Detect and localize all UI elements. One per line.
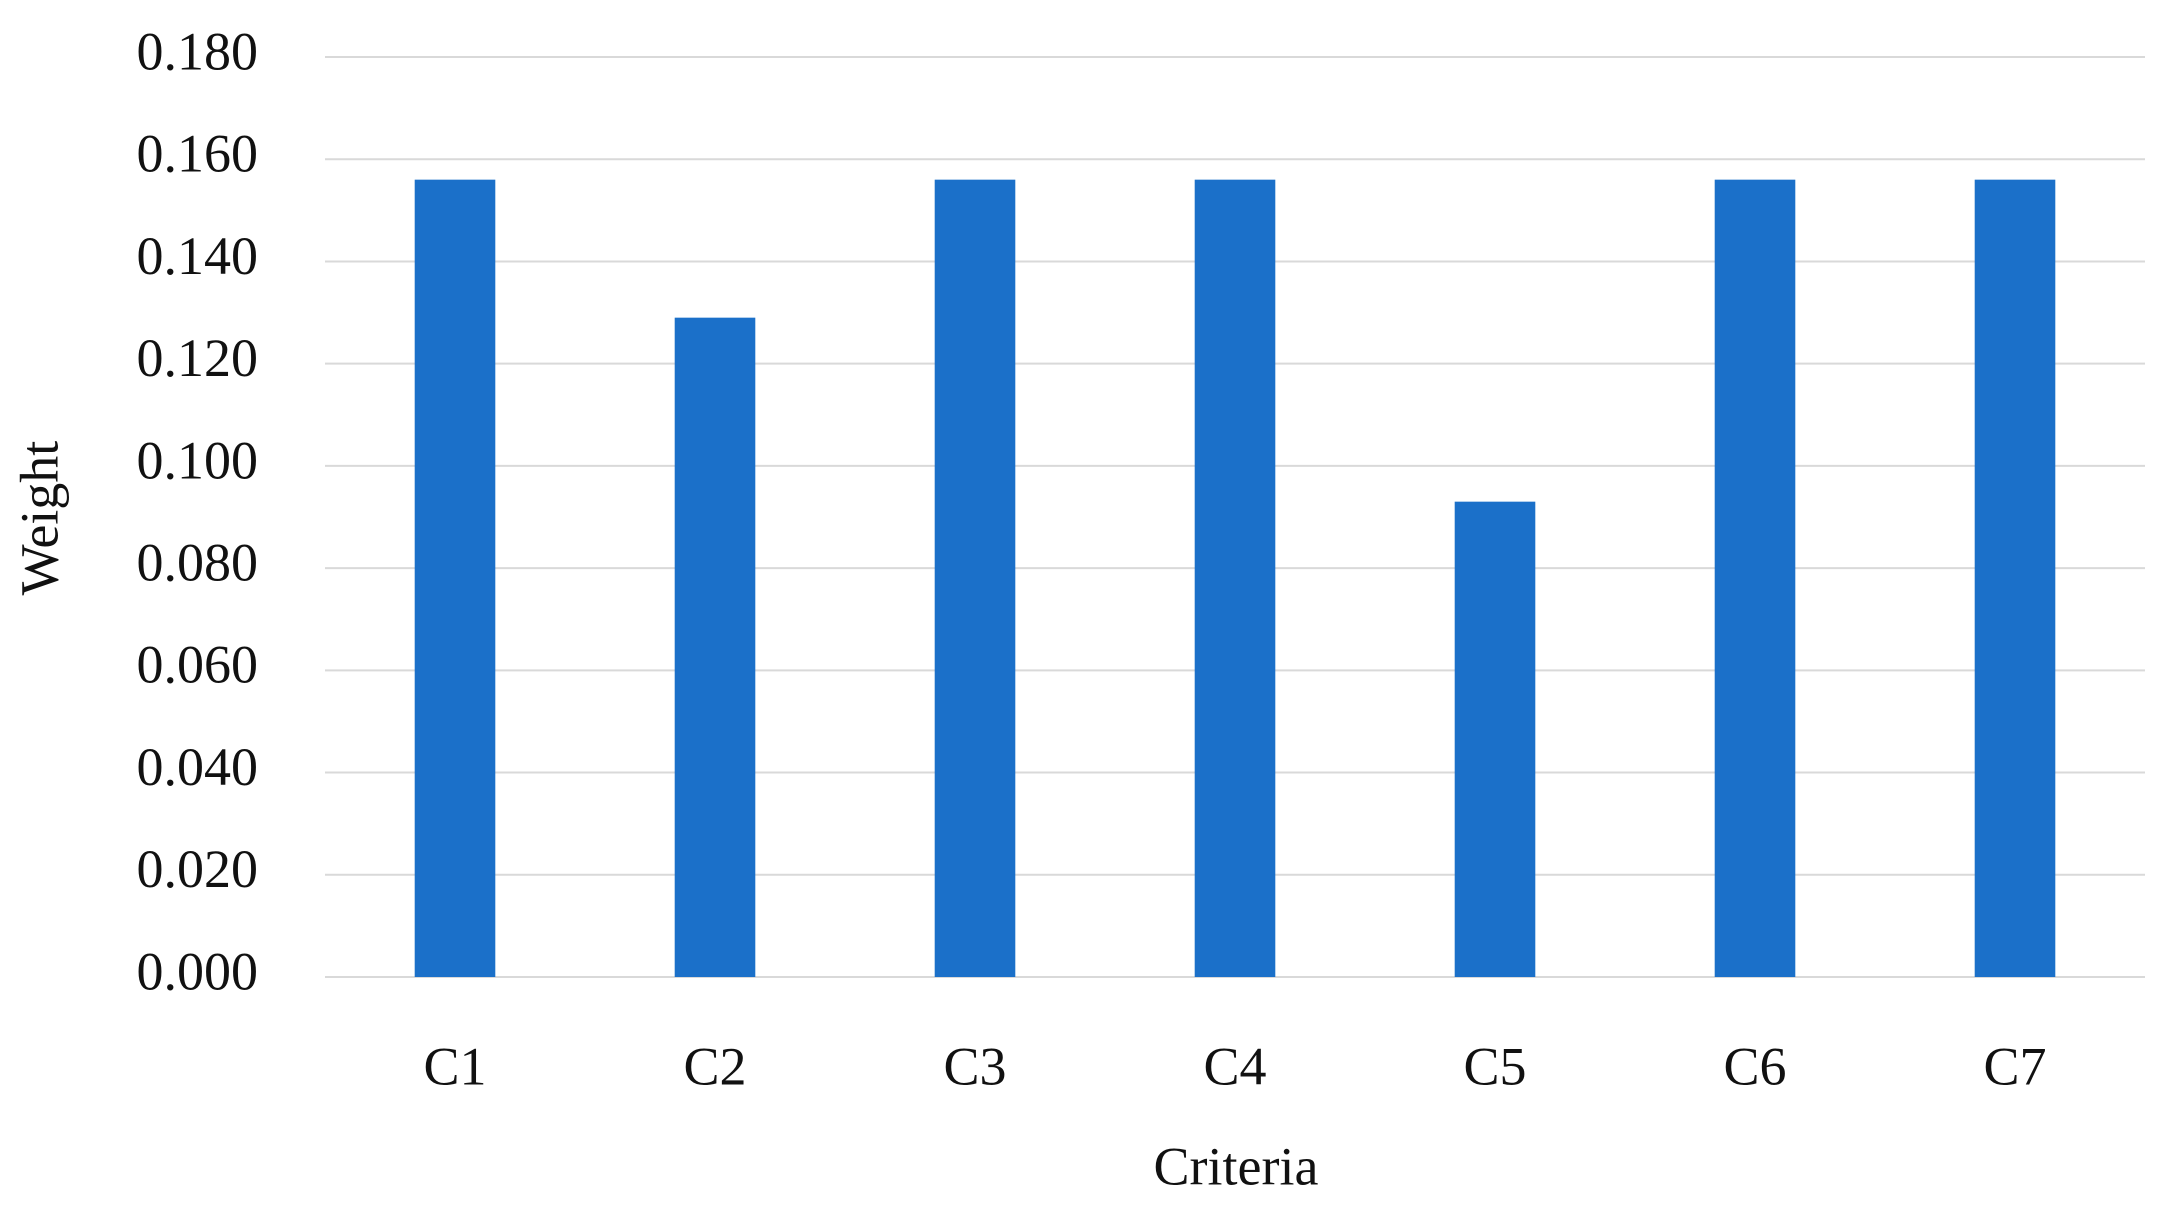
y-tick-label: 0.140 <box>137 226 259 286</box>
y-tick-label: 0.100 <box>137 430 259 490</box>
y-tick-label: 0.020 <box>137 839 259 899</box>
y-tick-label: 0.000 <box>137 941 259 1001</box>
x-tick-label: C4 <box>1203 1036 1266 1096</box>
x-tick-label: C1 <box>423 1036 486 1096</box>
y-tick-label: 0.160 <box>137 124 259 184</box>
y-tick-label: 0.060 <box>137 635 259 695</box>
bar <box>1194 179 1276 977</box>
bar <box>1974 179 2056 977</box>
y-tick-label: 0.080 <box>137 533 259 593</box>
bar <box>934 179 1016 977</box>
y-axis-title: Weight <box>9 441 69 596</box>
x-tick-label: C5 <box>1463 1036 1526 1096</box>
bar <box>414 179 496 977</box>
x-tick-label: C2 <box>683 1036 746 1096</box>
x-tick-label: C6 <box>1723 1036 1786 1096</box>
bar <box>674 317 756 978</box>
x-tick-label: C3 <box>943 1036 1006 1096</box>
y-tick-label: 0.180 <box>137 21 259 81</box>
y-tick-label: 0.040 <box>137 737 259 797</box>
y-tick-label: 0.120 <box>137 328 259 388</box>
bar <box>1454 501 1536 977</box>
x-tick-label: C7 <box>1983 1036 2046 1096</box>
x-axis-title: Criteria <box>1154 1136 1319 1196</box>
bar <box>1714 179 1796 977</box>
